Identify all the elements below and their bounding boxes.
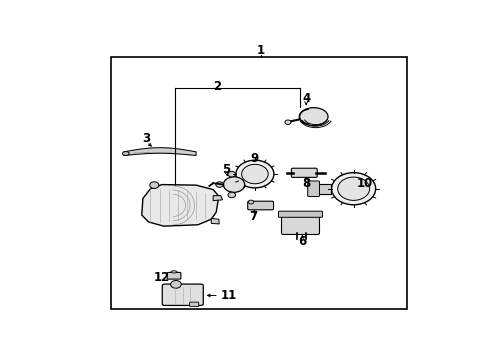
FancyBboxPatch shape	[281, 214, 319, 234]
Text: 3: 3	[143, 132, 151, 145]
Polygon shape	[124, 148, 196, 156]
Polygon shape	[142, 185, 219, 226]
FancyBboxPatch shape	[190, 302, 199, 307]
Circle shape	[236, 160, 274, 188]
Polygon shape	[310, 184, 331, 194]
Text: 5: 5	[222, 163, 231, 176]
Polygon shape	[213, 195, 222, 201]
Circle shape	[228, 192, 236, 198]
Text: 9: 9	[251, 152, 259, 165]
Text: 8: 8	[302, 177, 310, 190]
FancyBboxPatch shape	[248, 201, 273, 210]
Text: 6: 6	[298, 235, 307, 248]
FancyBboxPatch shape	[292, 168, 317, 177]
Ellipse shape	[122, 152, 129, 156]
Circle shape	[223, 177, 245, 192]
Text: 4: 4	[302, 92, 310, 105]
FancyBboxPatch shape	[167, 273, 181, 279]
FancyBboxPatch shape	[162, 284, 203, 305]
FancyBboxPatch shape	[308, 181, 319, 197]
Circle shape	[171, 280, 181, 288]
Circle shape	[242, 164, 268, 184]
Circle shape	[216, 182, 223, 187]
Text: 2: 2	[213, 80, 221, 93]
FancyBboxPatch shape	[278, 211, 322, 217]
Ellipse shape	[171, 271, 177, 273]
Circle shape	[150, 182, 159, 188]
Circle shape	[285, 120, 291, 125]
Circle shape	[248, 200, 254, 204]
Circle shape	[338, 177, 369, 201]
Ellipse shape	[299, 108, 328, 126]
Text: 1: 1	[257, 44, 265, 57]
Text: 7: 7	[249, 210, 257, 223]
Polygon shape	[211, 219, 219, 224]
Circle shape	[228, 171, 236, 177]
Text: 11: 11	[220, 289, 237, 302]
Circle shape	[332, 173, 376, 205]
Text: 12: 12	[154, 271, 170, 284]
Bar	[111, 57, 407, 309]
Text: 10: 10	[357, 177, 373, 190]
